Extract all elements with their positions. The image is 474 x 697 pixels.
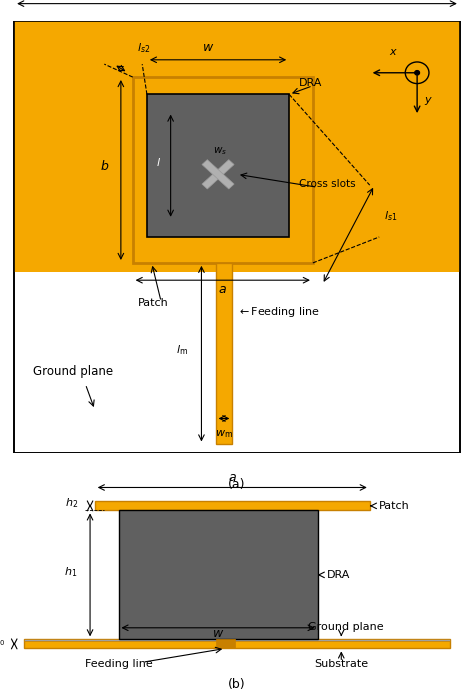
Text: $h_1$: $h_1$ [64,565,78,579]
Text: $l_{\rm m}$: $l_{\rm m}$ [176,344,189,358]
Text: DRA: DRA [299,78,322,88]
Text: Patch: Patch [379,501,410,511]
Bar [95,501,370,510]
Bar [216,263,232,445]
Bar [202,160,234,189]
Text: (a): (a) [228,477,246,491]
Text: $\leftarrow$Feeding line: $\leftarrow$Feeding line [237,305,320,319]
Text: $y$: $y$ [424,95,433,107]
Bar [202,160,234,189]
Bar [24,639,450,648]
Text: $w_s$: $w_s$ [213,145,228,157]
Text: Feeding line: Feeding line [85,659,152,669]
Bar [118,510,318,639]
Text: $b$: $b$ [100,159,109,173]
Text: $x$: $x$ [389,47,398,57]
Text: $a$: $a$ [228,470,237,484]
Text: DRA: DRA [327,570,350,580]
Text: $a$: $a$ [219,283,227,296]
Text: $w$: $w$ [212,627,224,640]
Text: $w$: $w$ [202,41,215,54]
Bar [24,639,450,641]
Bar [147,94,289,237]
Bar [14,21,460,272]
Text: $l_{s2}$: $l_{s2}$ [137,41,151,55]
Text: Cross slots: Cross slots [299,179,355,190]
Text: Patch: Patch [137,298,168,308]
Text: $l_{s1}$: $l_{s1}$ [384,210,397,224]
Text: $h_2$: $h_2$ [64,496,78,510]
Text: Substrate: Substrate [314,659,368,669]
Circle shape [415,70,419,75]
Bar [133,77,313,263]
Text: Ground plane: Ground plane [308,622,384,632]
Text: $h_0$: $h_0$ [0,634,5,648]
Text: $l$: $l$ [156,155,162,168]
Text: Ground plane: Ground plane [33,365,113,378]
Text: (b): (b) [228,677,246,691]
Text: $w_{\rm m}$: $w_{\rm m}$ [215,428,233,440]
Bar [216,639,235,648]
